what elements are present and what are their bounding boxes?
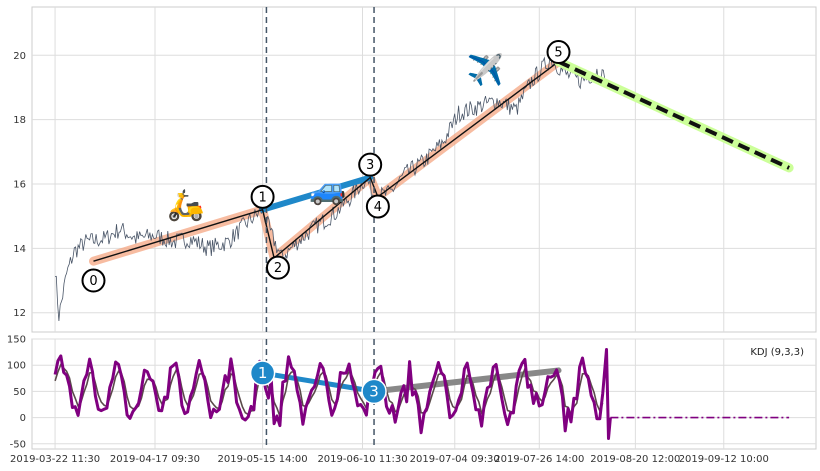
x-tick-label: 2019-09-12 10:00 <box>679 454 769 465</box>
kdj-panel <box>31 338 817 450</box>
kdj-y-tick-label: 0 <box>20 413 26 424</box>
wave-marker <box>546 40 571 65</box>
x-tick-label: 2019-05-15 14:00 <box>218 454 308 465</box>
kdj-y-tick-label: -50 <box>10 439 26 450</box>
scooter-icon: 🛵 <box>167 188 204 223</box>
kdj-y-tick-label: 50 <box>13 387 26 398</box>
wave-marker <box>265 255 290 280</box>
price-panel <box>31 6 817 333</box>
x-tick-label: 2019-04-17 09:30 <box>110 454 200 465</box>
wave-label: 2 <box>274 261 282 276</box>
kdj-k-line <box>53 348 612 440</box>
x-tick-label: 2019-07-26 14:00 <box>494 454 584 465</box>
wave-label: 0 <box>89 274 97 289</box>
wave-label: 4 <box>374 200 382 215</box>
kdj-marker <box>249 360 276 386</box>
kdj-y-tick-label: 150 <box>7 335 26 346</box>
x-tick-label: 2019-03-22 11:30 <box>10 454 100 465</box>
x-tick-label: 2019-06-10 11:30 <box>317 454 407 465</box>
price-y-tick-label: 12 <box>13 308 26 319</box>
kdj-legend: KDJ (9,3,3) <box>750 347 804 358</box>
airplane-icon: ✈️ <box>467 51 504 88</box>
price-grid <box>32 54 816 314</box>
price-y-tick-label: 20 <box>13 51 26 62</box>
price-y-tick-label: 14 <box>13 244 26 255</box>
price-y-tick-label: 16 <box>13 179 26 190</box>
wave-connector-line <box>259 174 374 213</box>
wave-marker <box>81 268 106 293</box>
price-line <box>55 55 605 322</box>
wave-label: 3 <box>366 158 374 173</box>
wave-marker <box>250 184 275 209</box>
kdj-marker <box>361 378 387 405</box>
x-tick-label: 2019-08-20 12:00 <box>590 454 680 465</box>
wave-marker <box>365 194 390 219</box>
wave-label: 1 <box>258 190 266 205</box>
kdj-y-tick-label: 100 <box>7 361 26 372</box>
wave-marker <box>358 152 383 177</box>
kdj-marker-label: 3 <box>369 382 379 400</box>
kdj-marker-label: 1 <box>258 364 268 382</box>
wave-label: 5 <box>554 46 562 61</box>
car-icon: 🚙 <box>309 172 346 207</box>
forecast-line <box>557 59 790 170</box>
wave-line <box>93 61 559 262</box>
price-y-tick-label: 18 <box>13 115 26 126</box>
x-tick-label: 2019-07-04 09:30 <box>410 454 500 465</box>
